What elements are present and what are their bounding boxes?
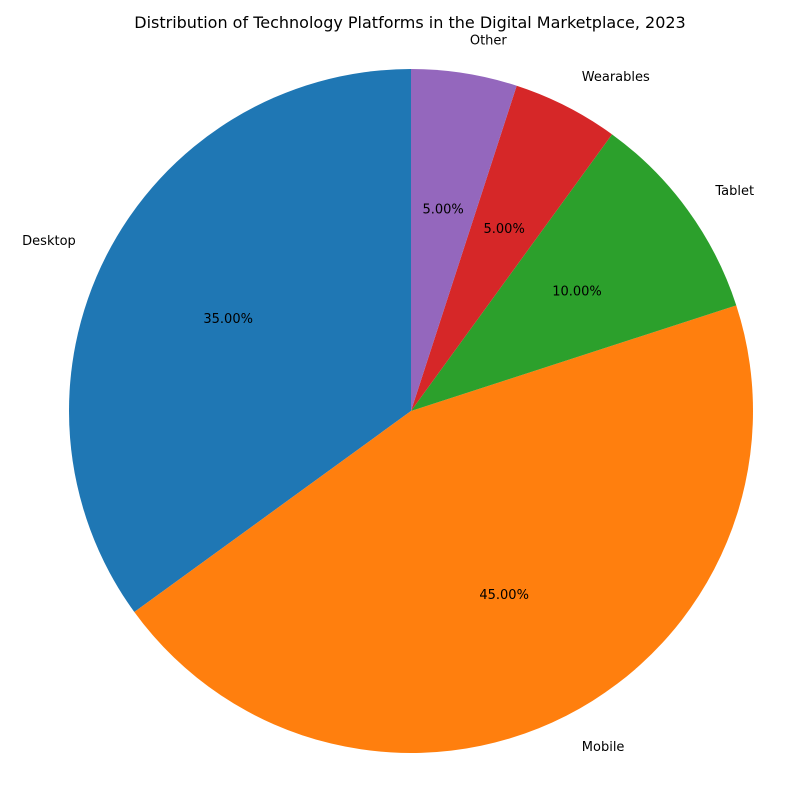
slice-label-desktop: Desktop [22, 234, 76, 249]
chart-title: Distribution of Technology Platforms in … [134, 13, 685, 32]
pct-label-tablet: 10.00% [552, 284, 602, 299]
pie-slice-other [411, 69, 517, 411]
slice-label-tablet: Tablet [714, 184, 754, 199]
pie-labels: Desktop 35.00% Mobile 45.00% Tablet 10.00% Wea… [22, 33, 754, 755]
pie-slice-desktop [68, 69, 412, 613]
pie-slices [68, 69, 754, 754]
pct-label-mobile: 45.00% [479, 588, 529, 603]
pct-label-other: 5.00% [422, 202, 463, 217]
pie-slice-mobile [134, 305, 754, 754]
slice-label-other: Other [470, 33, 508, 48]
pie-slice-wearables [411, 85, 613, 411]
pct-label-desktop: 35.00% [203, 312, 253, 327]
pct-label-wearables: 5.00% [484, 222, 525, 237]
slice-label-mobile: Mobile [582, 740, 625, 755]
pie-slice-tablet [411, 134, 737, 411]
slice-label-wearables: Wearables [582, 70, 650, 85]
